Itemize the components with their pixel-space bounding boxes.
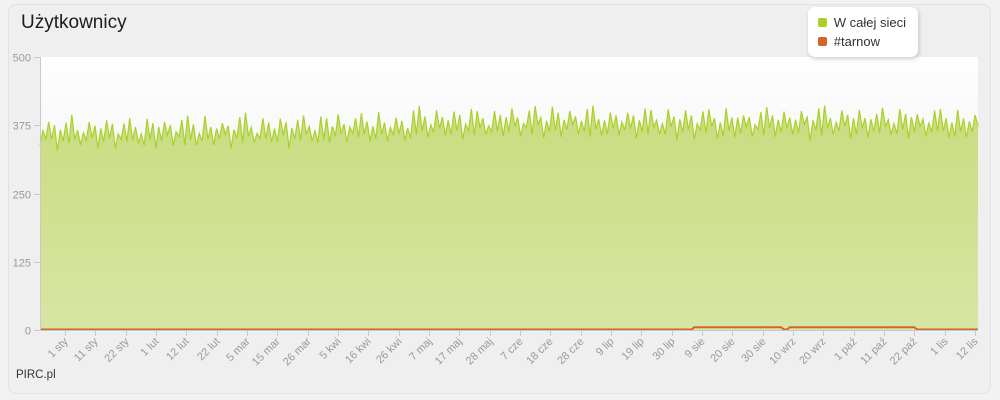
x-axis-label: 15 mar — [250, 335, 283, 368]
x-axis-label: 12 lis — [954, 335, 981, 362]
x-axis-label: 20 wrz — [797, 336, 828, 367]
x-axis-label: 18 cze — [524, 336, 555, 367]
series-line-network — [39, 105, 979, 151]
legend: W całej sieci #tarnow — [807, 7, 918, 57]
x-axis-label: 9 lip — [594, 336, 617, 359]
x-axis-label: 9 sie — [683, 336, 708, 361]
x-axis-label: 30 sie — [739, 336, 768, 365]
x-axis-label: 11 paź — [858, 336, 889, 367]
legend-item-network[interactable]: W całej sieci — [817, 13, 906, 32]
x-axis-label: 5 kwi — [317, 336, 343, 362]
legend-swatch-tarnow-icon — [817, 37, 827, 46]
page-title: Użytkownicy — [21, 12, 127, 33]
x-axis-label: 28 maj — [464, 336, 496, 368]
x-axis-label: 10 wrz — [767, 336, 798, 367]
x-axis-label: 22 lut — [195, 336, 223, 364]
legend-item-tarnow[interactable]: #tarnow — [817, 32, 906, 51]
x-axis-label: 26 mar — [281, 335, 314, 368]
y-axis-label: 375 — [13, 121, 31, 133]
x-axis-label: 16 kwi — [343, 336, 374, 367]
legend-swatch-network-icon — [817, 18, 827, 27]
x-axis-label: 30 lip — [651, 336, 678, 363]
footer-brand: PIRC.pl — [16, 369, 56, 381]
x-axis-label: 1 lut — [138, 336, 161, 359]
legend-label-network: W całej sieci — [833, 15, 906, 30]
x-axis-label: 7 cze — [499, 336, 526, 363]
x-axis-label: 20 sie — [708, 336, 737, 365]
x-axis-label: 1 sty — [46, 335, 71, 360]
x-axis-label: 17 maj — [433, 336, 465, 368]
x-axis-label: 5 mar — [224, 335, 253, 364]
y-axis-label: 125 — [13, 258, 31, 270]
x-axis-label: 19 lip — [620, 336, 647, 363]
x-axis-label: 1 paź — [832, 336, 860, 364]
x-axis-label: 7 maj — [407, 336, 435, 364]
x-axis-label: 12 lut — [164, 336, 192, 364]
x-axis-label: 28 cze — [555, 336, 586, 367]
x-axis-label: 1 lis — [928, 335, 951, 358]
y-axis-label: 500 — [13, 53, 31, 65]
series-area-network — [40, 105, 978, 330]
x-axis-label: 26 kwi — [374, 336, 405, 367]
x-axis-label: 11 sty — [72, 335, 101, 364]
x-axis-label: 22 sty — [102, 335, 132, 365]
y-axis-label: 250 — [13, 190, 31, 202]
x-axis-label: 22 paź — [888, 336, 920, 368]
y-axis-label: 0 — [25, 326, 31, 338]
legend-label-tarnow: #tarnow — [833, 34, 880, 49]
series-line-tarnow — [40, 326, 978, 331]
